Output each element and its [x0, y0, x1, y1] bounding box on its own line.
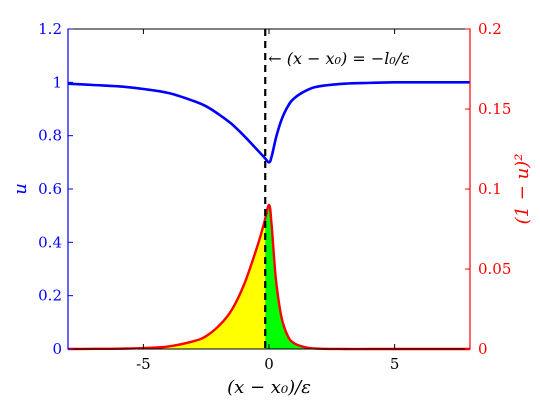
right-axis-tick-label: 0.05: [478, 260, 511, 278]
left-axis-tick-label: 1.2: [38, 20, 62, 38]
left-axis-title: u: [10, 183, 31, 195]
left-axis-tick-label: 0.2: [38, 287, 62, 305]
x-axis: -5 0 5: [136, 29, 399, 373]
x-axis-title: (x − x₀)/ε: [227, 377, 311, 398]
area-fill-right-of-marker: [265, 204, 470, 350]
left-axis-tick-label: 0.6: [38, 180, 62, 198]
right-axis-tick-label: 0.1: [478, 180, 502, 198]
left-axis-tick-label: 0.4: [38, 233, 62, 251]
left-axis-tick-label: 0.8: [38, 127, 62, 145]
right-axis: 0 0.05 0.1 0.15 0.2: [465, 20, 511, 358]
right-axis-tick-label: 0: [478, 340, 488, 358]
right-axis-title: (1 − u)²: [512, 154, 533, 225]
left-axis-tick-label: 1: [52, 73, 62, 91]
marker-annotation: ← (x − x₀) = −l₀/ε: [268, 49, 410, 68]
area-fills: [68, 204, 470, 350]
left-axis-tick-label: 0: [52, 340, 62, 358]
series-line-u: [67, 80, 471, 164]
x-axis-tick-label: 5: [390, 355, 400, 373]
area-fill-left-of-marker: [68, 218, 266, 349]
right-axis-tick-label: 0.2: [478, 20, 502, 38]
left-axis: 0 0.2 0.4 0.6 0.8 1 1.2: [38, 20, 73, 358]
right-axis-tick-label: 0.15: [478, 100, 511, 118]
x-axis-tick-label: -5: [136, 355, 151, 373]
x-axis-tick-label: 0: [264, 355, 274, 373]
